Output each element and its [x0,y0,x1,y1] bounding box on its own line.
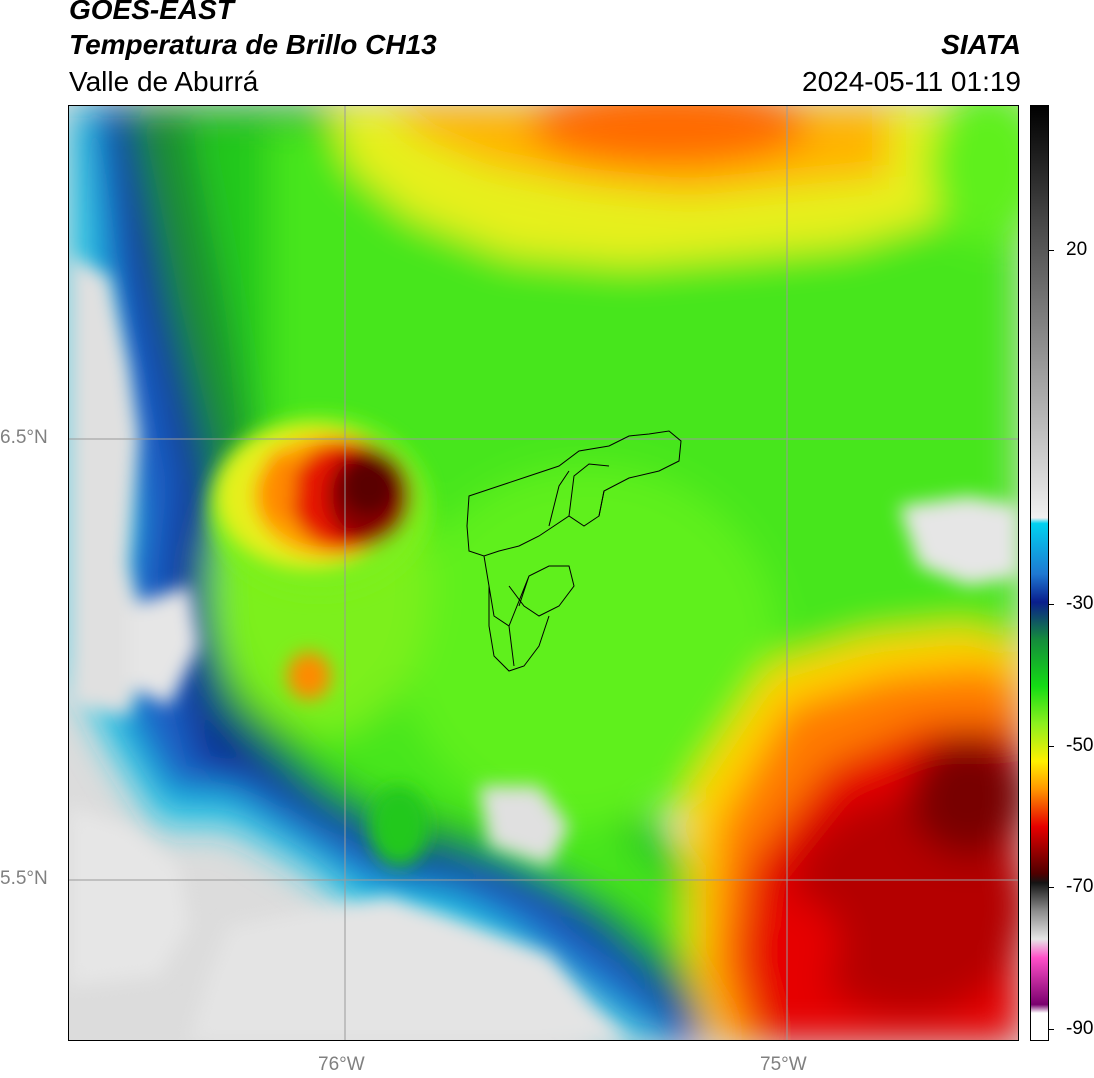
colorbar-tick-label: 20 [1066,239,1088,260]
valle-de-aburra-boundaries [466,430,682,672]
boundary-south [488,586,550,672]
lat-tick-label: 6.5°N [0,427,48,448]
region-name: Valle de Aburrá [69,66,259,97]
colorbar-tick-label: -30 [1066,593,1094,614]
colorbar-tick-label: -90 [1066,1018,1094,1039]
colorbar-tick-label: -70 [1066,876,1094,897]
colorbar-tick [1049,604,1054,605]
lat-tick-label: 5.5°N [0,868,48,889]
lon-tick-label: 76°W [318,1054,365,1075]
graticule [69,106,1018,1040]
colorbar-tick [1049,887,1054,888]
colorbar-tick [1049,746,1054,747]
colorbar-tick-label: -50 [1066,735,1094,756]
convective-cell [209,416,429,866]
organization-label: SIATA [941,29,1021,60]
product-title: Temperatura de Brillo CH13 [69,29,437,60]
lon-tick-label: 75°W [760,1054,807,1075]
brightness-temperature-map [68,105,1019,1041]
boundary-center [483,555,575,627]
colorbar [1030,105,1049,1041]
datetime-label: 2024-05-11 01:19 [802,66,1021,97]
boundary-north [466,430,682,557]
clear-sky-patches [69,256,1018,1040]
colorbar-tick [1049,1029,1054,1030]
boundary-inner [548,463,610,527]
satellite-name: GOES-EAST [69,0,234,25]
colorbar-gradient [1031,106,1048,1040]
map-canvas [69,106,1018,1040]
colorbar-tick [1049,250,1054,251]
